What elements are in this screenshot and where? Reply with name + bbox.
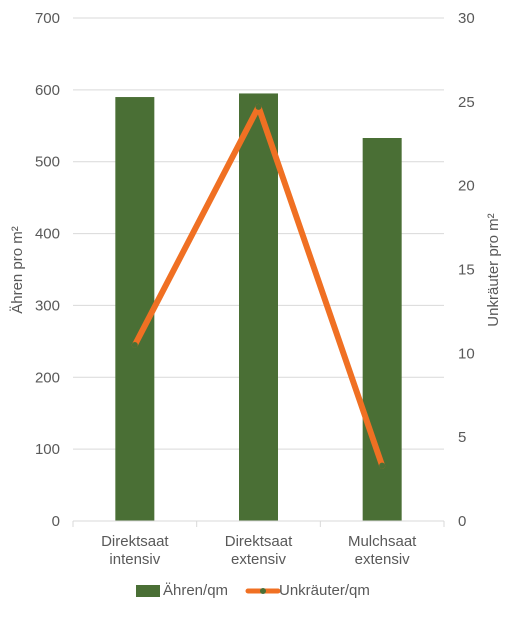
right-tick-label: 10 bbox=[458, 345, 475, 362]
right-axis-title: Unkräuter pro m² bbox=[485, 213, 502, 326]
category-label: Direktsaat intensiv bbox=[101, 533, 169, 568]
bar bbox=[115, 97, 155, 522]
left-tick-label: 300 bbox=[35, 297, 60, 314]
line-point bbox=[255, 103, 262, 110]
right-axis-ticks: 0 5 10 15 20 25 30 bbox=[458, 10, 475, 530]
right-tick-label: 30 bbox=[458, 10, 475, 27]
legend-label-unkraeuter: Unkräuter/qm bbox=[279, 582, 370, 599]
right-tick-label: 25 bbox=[458, 94, 475, 111]
category-ticks bbox=[72, 521, 445, 527]
left-tick-label: 400 bbox=[35, 226, 60, 243]
bar-series bbox=[115, 93, 402, 522]
legend: Ähren/qm Unkräuter/qm bbox=[136, 582, 370, 599]
right-tick-label: 20 bbox=[458, 178, 475, 195]
right-tick-label: 5 bbox=[458, 429, 466, 446]
left-axis-title: Ähren pro m² bbox=[9, 226, 26, 314]
left-tick-label: 500 bbox=[35, 154, 60, 171]
left-tick-label: 0 bbox=[52, 513, 60, 530]
left-axis-ticks: 0 100 200 300 400 500 600 700 bbox=[35, 10, 60, 530]
right-tick-label: 0 bbox=[458, 513, 466, 530]
right-tick-label: 15 bbox=[458, 262, 475, 279]
category-label: Mulchsaat extensiv bbox=[348, 533, 417, 568]
line-point bbox=[379, 462, 386, 469]
left-tick-label: 700 bbox=[35, 10, 60, 27]
category-label: Direktsaat extensiv bbox=[225, 533, 293, 568]
legend-swatch-ahren bbox=[136, 585, 160, 597]
legend-marker-unkraeuter bbox=[260, 588, 266, 594]
category-labels: Direktsaat intensiv Direktsaat extensiv Mulc… bbox=[101, 533, 417, 568]
left-tick-label: 200 bbox=[35, 369, 60, 386]
left-tick-label: 100 bbox=[35, 441, 60, 458]
line-point bbox=[131, 341, 138, 348]
bar bbox=[239, 93, 278, 521]
left-tick-label: 600 bbox=[35, 82, 60, 99]
line-series bbox=[131, 103, 386, 469]
legend-label-ahren: Ähren/qm bbox=[163, 582, 228, 599]
